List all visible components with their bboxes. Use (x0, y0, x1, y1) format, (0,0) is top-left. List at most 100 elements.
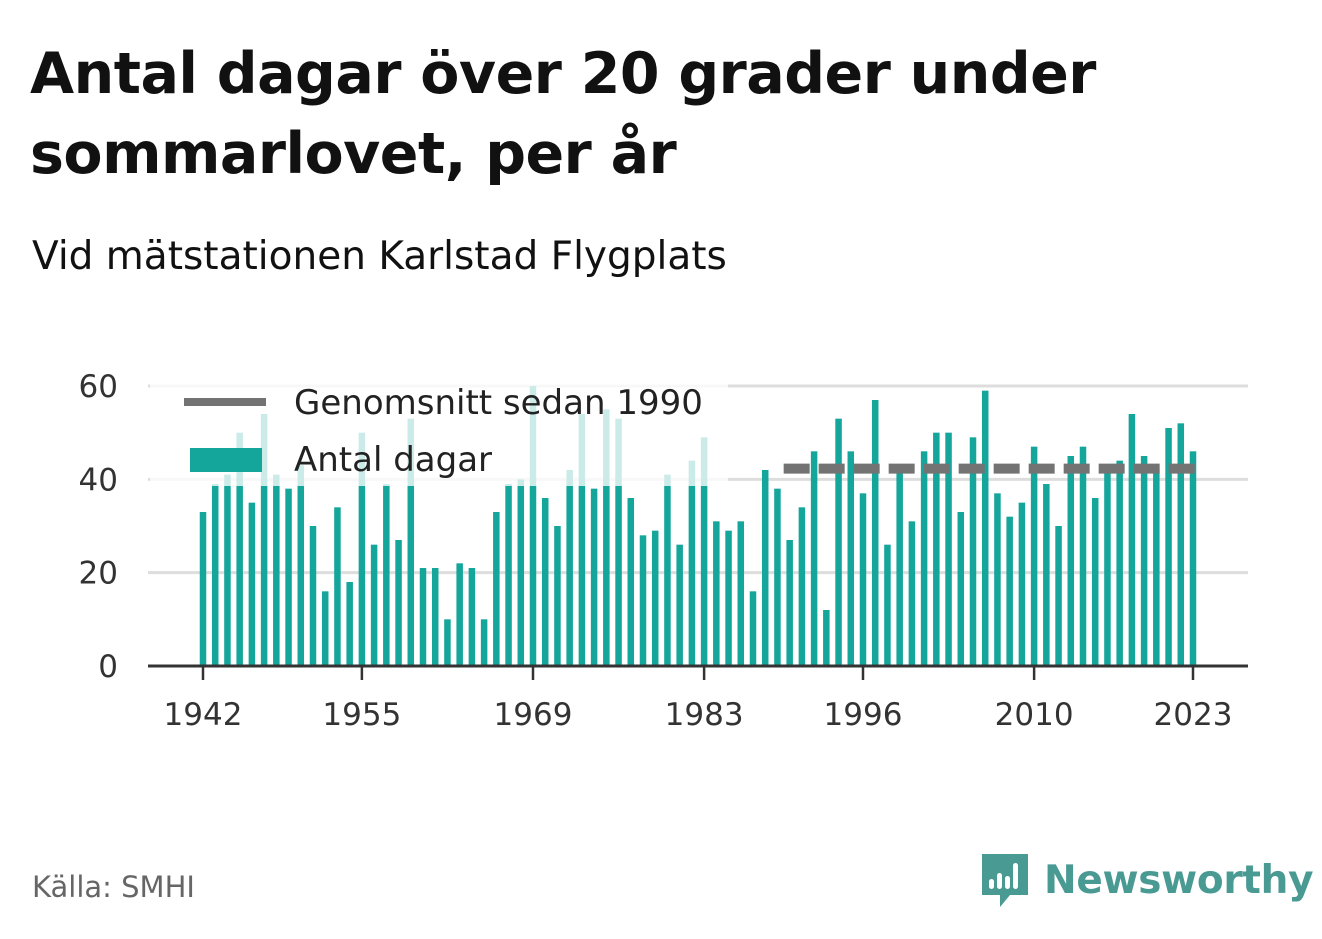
bar-1959 (407, 418, 415, 666)
bar-1955 (358, 432, 366, 666)
bar-2012 (1055, 526, 1062, 666)
bar-2020 (1153, 470, 1160, 666)
bar-1998 (884, 544, 891, 666)
chart-title: Antal dagar över 20 grader under sommarl… (30, 41, 1096, 187)
bar-2016 (1104, 465, 1111, 666)
x-tick-label: 2010 (995, 697, 1074, 733)
bar-1997 (871, 400, 879, 666)
bar-1996 (859, 493, 867, 666)
legend-label-average: Genomsnitt sedan 1990 (294, 383, 703, 423)
bar-1988 (761, 470, 769, 666)
bar-1987 (749, 591, 757, 666)
bar-2021 (1165, 428, 1172, 666)
y-tick-label: 60 (79, 369, 118, 405)
bar-1983 (700, 437, 708, 666)
bar-1960 (419, 568, 427, 666)
bar-1969 (529, 386, 537, 666)
bar-1951 (309, 526, 317, 666)
bar-2017 (1116, 460, 1123, 666)
bar-1950 (297, 465, 305, 666)
brand-name: Newsworthy (1044, 857, 1314, 903)
bar-2009 (1018, 502, 1026, 666)
bar-1953 (334, 507, 341, 666)
bar-1946 (248, 502, 256, 666)
chart-subtitle: Vid mätstationen Karlstad Flygplats (32, 234, 727, 279)
bar-2001 (920, 451, 928, 666)
bar-1981 (676, 544, 683, 666)
legend: Genomsnitt sedan 1990 Antal dagar (150, 378, 728, 486)
bar-1958 (395, 540, 402, 666)
bar-1966 (493, 512, 500, 666)
axes: 0 20 40 60 1942 1955 1969 1983 1996 2010 2023 (79, 369, 1248, 733)
bar-2014 (1079, 446, 1087, 666)
bars (199, 386, 1197, 666)
legend-label-bars: Antal dagar (294, 440, 492, 480)
bar-1948 (273, 474, 280, 666)
x-tick-label: 1996 (824, 697, 903, 733)
bar-1978 (639, 535, 647, 666)
bar-1968 (517, 479, 525, 666)
bar-1993 (823, 610, 830, 666)
x-tick-label: 1983 (665, 697, 744, 733)
bar-1975 (603, 409, 610, 666)
bar-1944 (224, 474, 231, 666)
bar-1943 (211, 484, 219, 666)
y-tick-label: 20 (79, 556, 118, 592)
legend-swatch-bars (190, 448, 262, 472)
bar-1947 (260, 414, 268, 666)
bar-2015 (1091, 498, 1099, 666)
bar-2002 (933, 432, 940, 666)
source-note: Källa: SMHI (32, 870, 195, 904)
bar-chart-speech-bubble-icon (982, 854, 1028, 907)
bar-2018 (1128, 414, 1136, 666)
bar-1995 (847, 451, 855, 666)
bar-2004 (957, 512, 965, 666)
bar-1985 (725, 530, 732, 666)
bar-1972 (566, 470, 573, 666)
x-tick-label: 1942 (164, 697, 243, 733)
bar-1962 (444, 619, 451, 666)
bar-1992 (810, 451, 818, 666)
y-tick-label: 0 (98, 649, 118, 685)
x-tick-label: 1969 (494, 697, 573, 733)
bar-2010 (1030, 446, 1038, 666)
bar-1982 (688, 460, 696, 666)
bar-1949 (285, 488, 292, 666)
bar-1957 (383, 484, 390, 666)
bar-1984 (713, 521, 720, 666)
bar-2000 (908, 521, 916, 666)
bar-2005 (969, 437, 977, 666)
bar-1954 (346, 582, 353, 666)
bar-1976 (615, 418, 622, 666)
bar-1986 (737, 521, 745, 666)
y-tick-label: 40 (79, 462, 118, 498)
bar-1989 (774, 488, 781, 666)
bar-2008 (1006, 516, 1013, 666)
bar-1977 (627, 498, 635, 666)
bar-1971 (554, 526, 561, 666)
bar-2013 (1067, 456, 1075, 666)
bar-1965 (480, 619, 488, 666)
bar-2006 (981, 390, 989, 666)
bar-1964 (468, 568, 476, 666)
newsworthy-logo: Newsworthy (980, 848, 1314, 912)
bar-1961 (431, 568, 439, 666)
x-tick-label: 1955 (322, 697, 401, 733)
bar-1942 (199, 512, 207, 666)
bar-1952 (321, 591, 329, 666)
bar-1970 (541, 498, 549, 666)
bar-1980 (664, 474, 671, 666)
bar-2022 (1177, 423, 1185, 666)
bar-1994 (835, 418, 842, 666)
bar-1956 (370, 544, 378, 666)
bar-1979 (651, 530, 659, 666)
bar-1963 (456, 563, 463, 666)
bar-1999 (896, 470, 903, 666)
bar-2007 (994, 493, 1001, 666)
bar-1973 (578, 414, 586, 666)
bar-1945 (236, 432, 243, 666)
bar-1991 (798, 507, 806, 666)
bar-2019 (1140, 456, 1148, 666)
x-tick-label: 2023 (1154, 697, 1233, 733)
